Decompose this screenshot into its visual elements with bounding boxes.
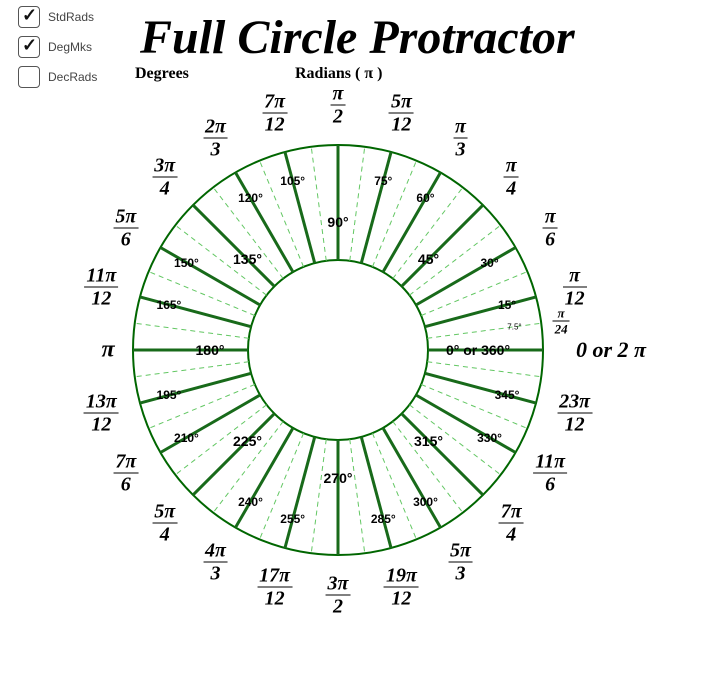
rad-label-285: 19π12 bbox=[384, 565, 419, 608]
rad-label-135: 3π4 bbox=[152, 155, 177, 198]
rad-label-180: π bbox=[101, 337, 114, 364]
rad-label-165: 11π12 bbox=[84, 265, 118, 308]
deg-label-7_5: 7.5° bbox=[507, 322, 521, 331]
deg-label-240: 240° bbox=[238, 495, 263, 509]
deg-label-150: 150° bbox=[174, 256, 199, 270]
deg-label-285: 285° bbox=[371, 512, 396, 526]
rad-label-345: 23π12 bbox=[557, 392, 592, 435]
rad-label-225: 5π4 bbox=[152, 502, 177, 545]
rad-label-315: 7π4 bbox=[499, 502, 524, 545]
rad-label-15: π12 bbox=[563, 265, 587, 308]
deg-label-45: 45° bbox=[418, 251, 439, 267]
rad-label-45: π4 bbox=[504, 155, 519, 198]
deg-label-225: 225° bbox=[233, 433, 262, 449]
rad-label-150: 5π6 bbox=[113, 206, 138, 249]
deg-label-105: 105° bbox=[280, 174, 305, 188]
deg-label-120: 120° bbox=[238, 191, 263, 205]
deg-label-75: 75° bbox=[374, 174, 392, 188]
deg-label-30: 30° bbox=[480, 256, 498, 270]
rad-label-270: 3π2 bbox=[326, 574, 351, 617]
deg-label-60: 60° bbox=[416, 191, 434, 205]
rad-label-7_5: π24 bbox=[553, 306, 570, 335]
deg-label-15: 15° bbox=[498, 298, 516, 312]
rad-label-90: π2 bbox=[331, 84, 346, 127]
rad-label-255: 17π12 bbox=[257, 565, 292, 608]
deg-label-0: 0° or 360° bbox=[446, 342, 510, 358]
rad-label-330: 11π6 bbox=[533, 451, 567, 494]
deg-label-345: 345° bbox=[495, 388, 520, 402]
deg-label-135: 135° bbox=[233, 251, 262, 267]
deg-label-330: 330° bbox=[477, 431, 502, 445]
rad-label-240: 4π3 bbox=[203, 541, 228, 584]
deg-label-165: 165° bbox=[157, 298, 182, 312]
deg-label-315: 315° bbox=[414, 433, 443, 449]
deg-label-210: 210° bbox=[174, 431, 199, 445]
rad-label-300: 5π3 bbox=[448, 541, 473, 584]
rad-label-195: 13π12 bbox=[84, 392, 119, 435]
deg-label-195: 195° bbox=[157, 388, 182, 402]
deg-label-255: 255° bbox=[280, 512, 305, 526]
deg-label-90: 90° bbox=[327, 214, 348, 230]
rad-label-60: π3 bbox=[453, 116, 468, 159]
deg-label-180: 180° bbox=[196, 342, 225, 358]
rad-label-75: 5π12 bbox=[389, 92, 414, 135]
deg-label-300: 300° bbox=[413, 495, 438, 509]
rad-label-0: 0 or 2 π bbox=[576, 337, 646, 363]
rad-label-105: 7π12 bbox=[262, 92, 287, 135]
rad-label-210: 7π6 bbox=[113, 451, 138, 494]
rad-label-30: π6 bbox=[543, 206, 558, 249]
protractor-stage: 0° or 360° 45° 90° 135° 180° 225° 270° 315° 15° 3… bbox=[0, 0, 701, 681]
rad-label-120: 2π3 bbox=[203, 116, 228, 159]
deg-label-270: 270° bbox=[324, 470, 353, 486]
